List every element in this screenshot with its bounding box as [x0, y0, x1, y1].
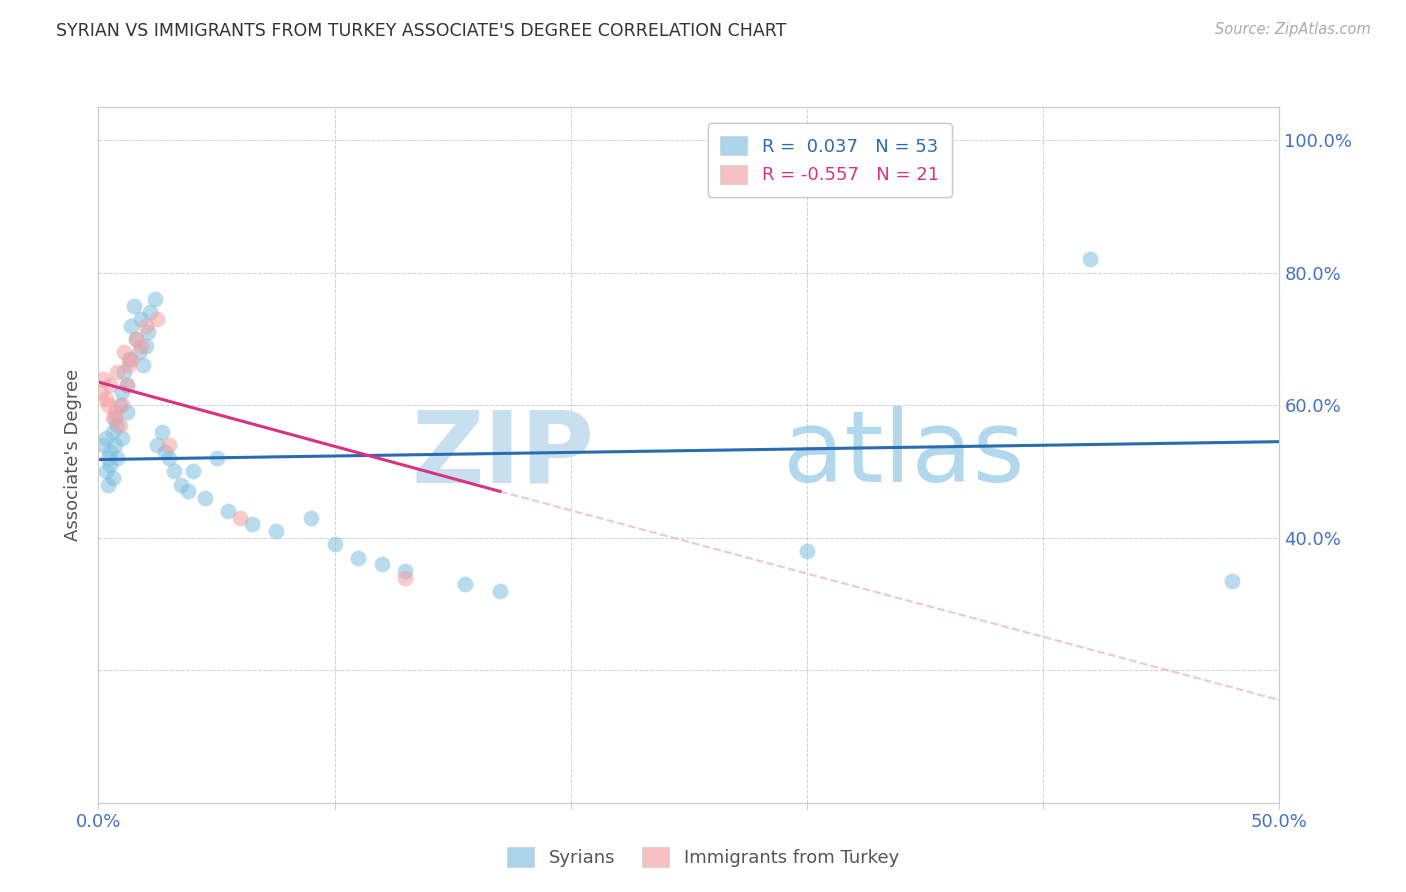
Point [105, 418, 128, 433]
Point [125, 332, 148, 346]
Text: Source: ZipAtlas.com: Source: ZipAtlas.com [1215, 22, 1371, 37]
Point [104, 438, 127, 452]
Point [97, 477, 120, 491]
Point [91, 438, 114, 452]
Point [111, 398, 134, 412]
Point [135, 318, 157, 333]
Point [394, 564, 416, 578]
Point [217, 504, 239, 518]
Legend: R =  0.037   N = 53, R = -0.557   N = 21: R = 0.037 N = 53, R = -0.557 N = 21 [707, 123, 952, 197]
Point [157, 451, 180, 466]
Point [489, 583, 512, 598]
Point [1080, 252, 1102, 267]
Point [98, 458, 121, 472]
Point [121, 351, 143, 366]
Point [129, 312, 152, 326]
Point [146, 312, 169, 326]
Point [1220, 574, 1243, 588]
Point [122, 299, 145, 313]
Point [135, 338, 157, 352]
Point [105, 451, 128, 466]
Point [136, 326, 159, 340]
Point [205, 451, 228, 466]
Point [143, 292, 166, 306]
Point [299, 511, 322, 525]
Text: SYRIAN VS IMMIGRANTS FROM TURKEY ASSOCIATE'S DEGREE CORRELATION CHART: SYRIAN VS IMMIGRANTS FROM TURKEY ASSOCIA… [56, 22, 786, 40]
Point [98, 378, 121, 392]
Point [94, 392, 117, 406]
Point [181, 465, 204, 479]
Point [118, 359, 141, 373]
Point [94, 431, 117, 445]
Point [453, 577, 475, 591]
Point [104, 411, 127, 425]
Legend: Syrians, Immigrants from Turkey: Syrians, Immigrants from Turkey [501, 839, 905, 874]
Text: ZIP: ZIP [412, 407, 595, 503]
Point [170, 477, 193, 491]
Point [90, 384, 112, 399]
Point [128, 345, 150, 359]
Point [121, 318, 143, 333]
Point [97, 451, 120, 466]
Point [132, 359, 155, 373]
Point [153, 444, 176, 458]
Point [97, 398, 120, 412]
Point [101, 411, 124, 425]
Point [94, 465, 117, 479]
Y-axis label: Associate's Degree: Associate's Degree [65, 368, 83, 541]
Point [146, 438, 169, 452]
Point [240, 517, 263, 532]
Point [101, 425, 124, 439]
Point [112, 365, 135, 379]
Point [347, 550, 370, 565]
Point [108, 418, 131, 433]
Point [115, 378, 138, 392]
Point [139, 305, 162, 319]
Point [115, 405, 138, 419]
Point [129, 338, 152, 352]
Point [194, 491, 217, 505]
Point [98, 444, 121, 458]
Point [177, 484, 200, 499]
Point [371, 558, 394, 572]
Text: atlas: atlas [783, 407, 1025, 503]
Point [112, 345, 135, 359]
Point [157, 438, 180, 452]
Point [105, 365, 128, 379]
Point [264, 524, 287, 538]
Point [118, 351, 141, 366]
Point [150, 425, 173, 439]
Point [91, 372, 114, 386]
Point [111, 384, 134, 399]
Point [125, 332, 148, 346]
Point [111, 431, 134, 445]
Point [101, 471, 124, 485]
Point [104, 405, 127, 419]
Point [229, 511, 252, 525]
Point [394, 570, 416, 584]
Point [323, 537, 346, 551]
Point [115, 378, 138, 392]
Point [163, 465, 186, 479]
Point [108, 398, 131, 412]
Point [796, 544, 818, 558]
